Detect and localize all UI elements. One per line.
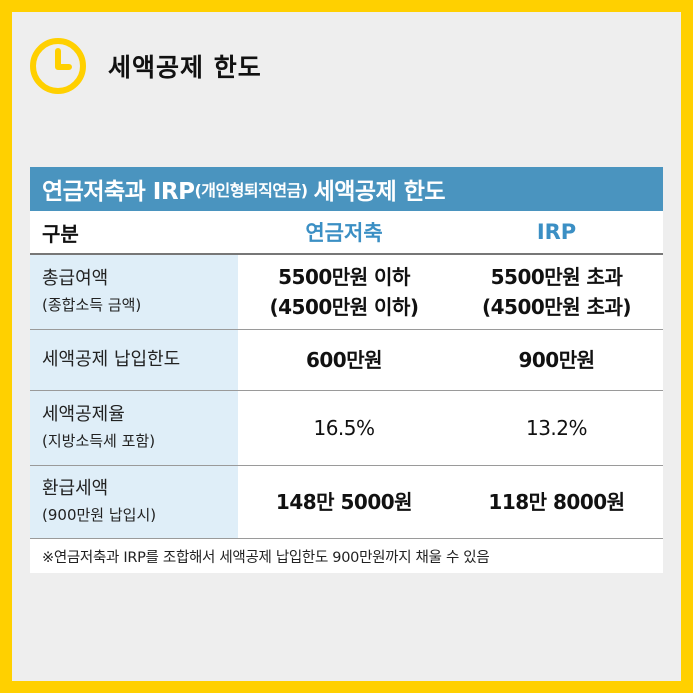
table-title-main: 연금저축과 IRP bbox=[42, 179, 195, 205]
column-header-pension-savings: 연금저축 bbox=[238, 211, 450, 255]
row-label-sub: (900만원 납입시) bbox=[42, 506, 157, 524]
row-label-total-salary: 총급여액 (종합소득 금액) bbox=[30, 254, 238, 330]
cell-irp-limit: 900만원 bbox=[450, 329, 663, 391]
table-header-row: 구분 연금저축 IRP bbox=[30, 211, 663, 255]
table-row-payment-limit: 세액공제 납입한도 600만원 900만원 bbox=[30, 329, 663, 391]
row-label-refund: 환급세액 (900만원 납입시) bbox=[30, 465, 238, 539]
column-header-category: 구분 bbox=[30, 211, 238, 255]
row-label-payment-limit: 세액공제 납입한도 bbox=[30, 329, 238, 391]
table-title-paren: (개인형퇴직연금) bbox=[194, 181, 308, 200]
table-row-total-salary: 총급여액 (종합소득 금액) 5500만원 이하 (4500만원 이하) 550… bbox=[30, 254, 663, 330]
clock-icon bbox=[30, 38, 86, 94]
footnote: ※연금저축과 IRP를 조합해서 세액공제 납입한도 900만원까지 채울 수 … bbox=[30, 539, 663, 573]
cell-line: 5500만원 이하 bbox=[278, 265, 410, 289]
table-row-deduction-rate: 세액공제율 (지방소득세 포함) 16.5% 13.2% bbox=[30, 390, 663, 466]
deduction-table-card: 연금저축과 IRP (개인형퇴직연금) 세액공제 한도 구분 연금저축 IRP … bbox=[30, 167, 663, 573]
row-label-main: 세액공제율 bbox=[42, 404, 125, 425]
cell-pension-savings-refund: 148만 5000원 bbox=[238, 465, 450, 539]
table-title-end: 세액공제 한도 bbox=[313, 179, 446, 205]
deduction-table: 구분 연금저축 IRP 총급여액 (종합소득 금액) 5500만원 이하 (45… bbox=[30, 211, 663, 539]
header: 세액공제 한도 bbox=[28, 36, 262, 96]
row-label-sub: (종합소득 금액) bbox=[42, 296, 142, 314]
cell-pension-savings-limit: 600만원 bbox=[238, 329, 450, 391]
cell-pension-savings-rate: 16.5% bbox=[238, 390, 450, 466]
cell-line: (4500만원 초과) bbox=[481, 295, 632, 319]
cell-line: (4500만원 이하) bbox=[269, 295, 419, 319]
cell-line: 5500만원 초과 bbox=[490, 265, 623, 289]
cell-irp-refund: 118만 8000원 bbox=[450, 465, 663, 539]
row-label-main: 환급세액 bbox=[42, 478, 109, 499]
row-label-main: 총급여액 bbox=[42, 268, 109, 289]
cell-pension-savings-salary: 5500만원 이하 (4500만원 이하) bbox=[238, 254, 450, 330]
table-row-refund: 환급세액 (900만원 납입시) 148만 5000원 118만 8000원 bbox=[30, 465, 663, 539]
row-label-deduction-rate: 세액공제율 (지방소득세 포함) bbox=[30, 390, 238, 466]
page-title: 세액공제 한도 bbox=[108, 53, 262, 82]
cell-irp-salary: 5500만원 초과 (4500만원 초과) bbox=[450, 254, 663, 330]
table-title: 연금저축과 IRP (개인형퇴직연금) 세액공제 한도 bbox=[30, 167, 663, 211]
row-label-sub: (지방소득세 포함) bbox=[42, 432, 156, 450]
cell-irp-rate: 13.2% bbox=[450, 390, 663, 466]
column-header-irp: IRP bbox=[450, 211, 663, 255]
